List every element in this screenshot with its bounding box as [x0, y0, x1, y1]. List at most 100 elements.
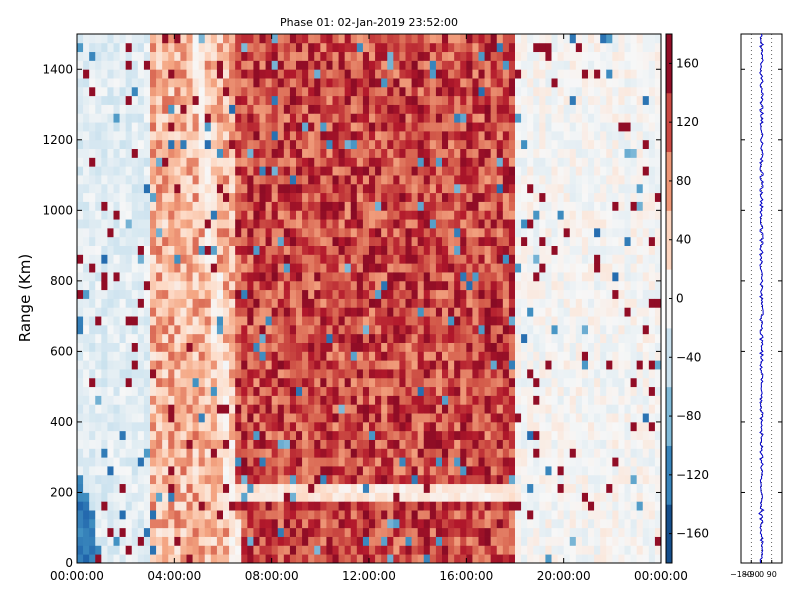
- heatmap-cell: [302, 42, 309, 53]
- heatmap-cell: [496, 148, 504, 158]
- heatmap-cell: [125, 430, 133, 440]
- heatmap-cell: [289, 492, 297, 502]
- heatmap-cell: [490, 51, 498, 61]
- heatmap-cell: [241, 421, 248, 432]
- heatmap-cell: [143, 457, 151, 467]
- heatmap-cell: [490, 395, 498, 405]
- heatmap-cell: [168, 51, 175, 61]
- heatmap-cell: [375, 69, 382, 79]
- heatmap-cell: [350, 227, 358, 238]
- heatmap-cell: [107, 527, 114, 537]
- heatmap-cell: [192, 210, 200, 220]
- heatmap-cell: [131, 254, 139, 264]
- heatmap-cell: [393, 351, 400, 361]
- heatmap-cell: [186, 201, 193, 211]
- heatmap-cell: [180, 404, 187, 414]
- heatmap-cell: [350, 377, 358, 388]
- heatmap-cell: [320, 527, 327, 537]
- heatmap-cell: [344, 316, 352, 326]
- heatmap-cell: [156, 307, 163, 317]
- heatmap-cell: [174, 554, 181, 564]
- heatmap-cell: [210, 307, 218, 317]
- heatmap-cell: [265, 263, 273, 273]
- heatmap-cell: [107, 192, 114, 202]
- heatmap-cell: [411, 510, 419, 520]
- heatmap-cell: [101, 316, 108, 326]
- heatmap-cell: [89, 413, 96, 423]
- heatmap-cell: [490, 510, 498, 520]
- heatmap-cell: [466, 342, 473, 352]
- heatmap-cell: [162, 413, 169, 423]
- heatmap-cell: [545, 254, 552, 264]
- heatmap-cell: [381, 86, 388, 97]
- heatmap-cell: [314, 448, 321, 458]
- heatmap-cell: [429, 360, 437, 370]
- heatmap-cell: [362, 307, 370, 317]
- heatmap-cell: [156, 280, 163, 291]
- heatmap-cell: [356, 457, 364, 467]
- heatmap-cell: [168, 386, 175, 396]
- heatmap-cell: [107, 95, 114, 105]
- heatmap-cell: [235, 457, 242, 467]
- heatmap-cell: [435, 466, 443, 476]
- heatmap-cell: [210, 175, 218, 185]
- heatmap-cell: [545, 457, 552, 467]
- heatmap-cell: [186, 466, 193, 476]
- heatmap-cell: [527, 34, 534, 44]
- heatmap-cell: [162, 554, 169, 564]
- heatmap-cell: [362, 236, 370, 246]
- heatmap-cell: [289, 421, 297, 432]
- heatmap-cell: [204, 501, 212, 511]
- heatmap-cell: [527, 483, 534, 493]
- heatmap-cell: [180, 122, 187, 132]
- heatmap-cell: [137, 289, 145, 299]
- heatmap-cell: [137, 192, 145, 202]
- heatmap-cell: [150, 377, 157, 388]
- heatmap-cell: [216, 51, 224, 61]
- heatmap-cell: [466, 236, 473, 246]
- heatmap-cell: [393, 298, 400, 308]
- heatmap-cell: [448, 113, 455, 123]
- heatmap-cell: [125, 148, 133, 158]
- heatmap-cell: [393, 466, 400, 476]
- heatmap-cell: [460, 227, 467, 238]
- heatmap-cell: [174, 536, 181, 546]
- heatmap-cell: [332, 219, 339, 229]
- heatmap-cell: [326, 386, 333, 396]
- heatmap-cell: [429, 518, 437, 529]
- heatmap-cell: [162, 439, 169, 449]
- heatmap-cell: [478, 183, 485, 194]
- heatmap-cell: [314, 324, 321, 335]
- heatmap-cell: [314, 113, 321, 123]
- heatmap-cell: [277, 554, 285, 564]
- heatmap-cell: [344, 457, 352, 467]
- heatmap-cell: [186, 448, 193, 458]
- heatmap-cell: [563, 289, 571, 299]
- heatmap-cell: [265, 545, 273, 555]
- heatmap-cell: [137, 316, 145, 326]
- heatmap-cell: [259, 316, 266, 326]
- heatmap-cell: [210, 113, 218, 123]
- heatmap-cell: [241, 104, 248, 114]
- heatmap-cell: [502, 510, 510, 520]
- heatmap-cell: [332, 457, 339, 467]
- heatmap-cell: [229, 34, 236, 44]
- heatmap-cell: [95, 483, 102, 493]
- heatmap-cell: [502, 34, 510, 44]
- heatmap-cell: [308, 492, 315, 502]
- heatmap-cell: [198, 263, 206, 273]
- heatmap-cell: [356, 545, 364, 555]
- heatmap-cell: [350, 369, 358, 379]
- heatmap-cell: [521, 236, 528, 246]
- heatmap-cell: [77, 466, 84, 476]
- heatmap-cell: [472, 483, 479, 493]
- heatmap-cell: [247, 113, 254, 123]
- heatmap-cell: [101, 51, 108, 61]
- heatmap-cell: [484, 60, 492, 70]
- heatmap-cell: [575, 404, 583, 414]
- heatmap-cell: [101, 395, 108, 405]
- heatmap-cell: [192, 78, 200, 88]
- heatmap-cell: [448, 263, 455, 273]
- heatmap-cell: [454, 51, 461, 61]
- heatmap-cell: [241, 413, 248, 423]
